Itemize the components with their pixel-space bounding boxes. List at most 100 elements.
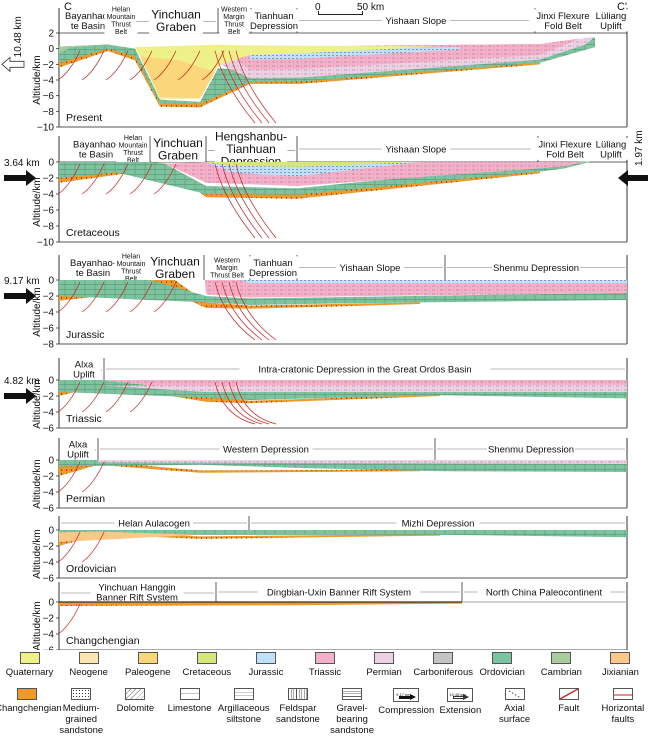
y-tick-label: −6: [43, 91, 55, 102]
layer-ordovician-pattern: [59, 530, 627, 538]
tectonic-unit-label: Bayanhao-te Basin: [73, 139, 119, 160]
y-tick-label: −4: [43, 190, 55, 201]
faults: [57, 531, 105, 563]
fault-line: [235, 281, 277, 341]
unit-label-bg: [239, 362, 491, 375]
unit-label-bg: [67, 357, 101, 380]
unit-label-bg: [591, 9, 631, 32]
legend-label: Gravel- bearing sandstone: [330, 703, 374, 736]
legend-swatch: [551, 652, 572, 664]
legend-item-jurassic: Jurassic: [234, 652, 298, 678]
siltstone-icon: [233, 688, 254, 700]
legend-item-argillaceous-siltstone: Argillaceous siltstone: [212, 688, 276, 725]
tectonic-unit-label: Western Margin Thrust Belt: [221, 7, 247, 37]
unit-label-bg: [71, 137, 121, 160]
legend-label: Paleogene: [125, 667, 171, 678]
legend-item-paleogene: Paleogene: [116, 652, 180, 678]
tectonic-unit-label: Lüliang Uplift: [596, 139, 627, 160]
faults: [57, 461, 105, 493]
unit-label-bg: [204, 255, 250, 280]
legend-swatch: [78, 652, 99, 664]
compression-arrow-left: 4.82 km: [4, 376, 40, 404]
legend-item-extension: 10.48 km Extension: [428, 688, 492, 716]
tectonic-unit-label: Yinchuan Graben: [151, 7, 201, 34]
fault-line: [221, 381, 263, 425]
strata: [59, 601, 627, 606]
arrow-distance-label: 9.17 km: [4, 276, 40, 287]
y-tick-label: 0: [48, 598, 54, 609]
fault-line: [228, 381, 270, 425]
tectonic-unit-label: Helan Mountain Thrust Belt: [119, 135, 148, 165]
unit-label-bg: [68, 256, 118, 279]
y-tick-label: −8: [43, 222, 55, 233]
legend-label: Extension: [439, 705, 482, 716]
fault-line: [81, 50, 105, 81]
tectonic-unit-label: Jinxi Flexure Fold Belt: [536, 11, 589, 32]
y-tick-label: −10: [37, 238, 54, 249]
compression-arrow-icon: [618, 170, 648, 186]
faults: [57, 163, 277, 239]
faults: [57, 50, 277, 124]
legend-label: Quaternary: [5, 667, 54, 678]
tectonic-unit-label: Bayanhao-te Basin: [70, 258, 116, 279]
fault-line: [235, 381, 277, 425]
legend-swatch: [255, 652, 276, 664]
unit-label-bg: [219, 4, 249, 37]
axial-icon: [504, 688, 525, 700]
legend-swatch: [492, 652, 513, 664]
tectonic-unit-label: Tianhuan Depression: [250, 11, 298, 32]
tectonic-unit-label: Alxa Uplift: [67, 439, 89, 460]
scale-bar-end: 50 km: [357, 2, 385, 13]
y-tick-label: −6: [43, 324, 55, 335]
fault-line: [153, 281, 177, 313]
y-tick-label: −4: [43, 558, 55, 569]
y-tick-label: 0: [48, 158, 54, 169]
tectonic-unit-label: Yinchuan Graben: [150, 254, 200, 281]
legend-item-carboniferous: Carboniferous: [411, 652, 475, 678]
tectonic-unit-label: Dingbian-Uxin Banner Rift System: [267, 587, 411, 598]
tectonic-unit-label: Intra-cratonic Depression in the Great O…: [258, 364, 471, 375]
legend-swatch: [17, 688, 38, 700]
legend-item-mediumgrained-sandstone: Medium- grained sandstone: [49, 688, 113, 736]
tectonic-unit-label: Lüliang Uplift: [596, 11, 627, 32]
panel-age-label: Ordovician: [66, 563, 116, 575]
y-axis-label: Altitude/km: [32, 379, 43, 428]
faults: [57, 603, 81, 635]
faults: [57, 381, 277, 425]
tectonic-unit-label: Helan Mountain Thrust Belt: [107, 7, 136, 37]
y-tick-label: −10: [37, 123, 54, 134]
panel-age-label: Permian: [66, 493, 105, 505]
fault-line: [221, 163, 263, 239]
y-axis-label: Altitude/km: [32, 601, 43, 650]
fault-line: [57, 281, 81, 313]
tectonic-unit-label: Shenmu Depression: [493, 263, 579, 274]
legend-label: Medium- grained sandstone: [59, 703, 104, 736]
legend-label: Compression: [378, 705, 435, 716]
tectonic-unit-label: North China Paleocontinent: [486, 587, 603, 598]
fault-line: [221, 50, 263, 124]
y-tick-label: 0: [48, 526, 54, 537]
extension-arrow-left: 10.48 km: [1, 16, 25, 73]
unit-label-bg: [148, 253, 202, 281]
fault-icon: [558, 688, 579, 700]
fault-line: [153, 50, 177, 81]
unit-label-bg: [396, 516, 480, 529]
fault-line: [57, 50, 81, 81]
tectonic-unit-label: Yishaan Slope: [386, 16, 447, 27]
arrow-distance-label: 10.48 km: [13, 16, 24, 57]
y-tick-label: −4: [43, 488, 55, 499]
legend-item-ordovician: Ordovician: [470, 652, 534, 678]
panel-age-label: Jurassic: [66, 329, 105, 341]
legend-label: Argillaceous siltstone: [217, 703, 270, 725]
y-tick-label: −6: [43, 646, 55, 651]
legend-label: Cambrian: [540, 667, 582, 678]
unit-label-bg: [492, 261, 580, 274]
strata: [59, 161, 592, 199]
compression-arrow-left: 3.64 km: [4, 158, 40, 186]
faults: [57, 281, 277, 341]
legend-label: Neogene: [69, 667, 108, 678]
layer-cretaceous: [206, 162, 420, 167]
unit-label-bg: [530, 137, 600, 160]
